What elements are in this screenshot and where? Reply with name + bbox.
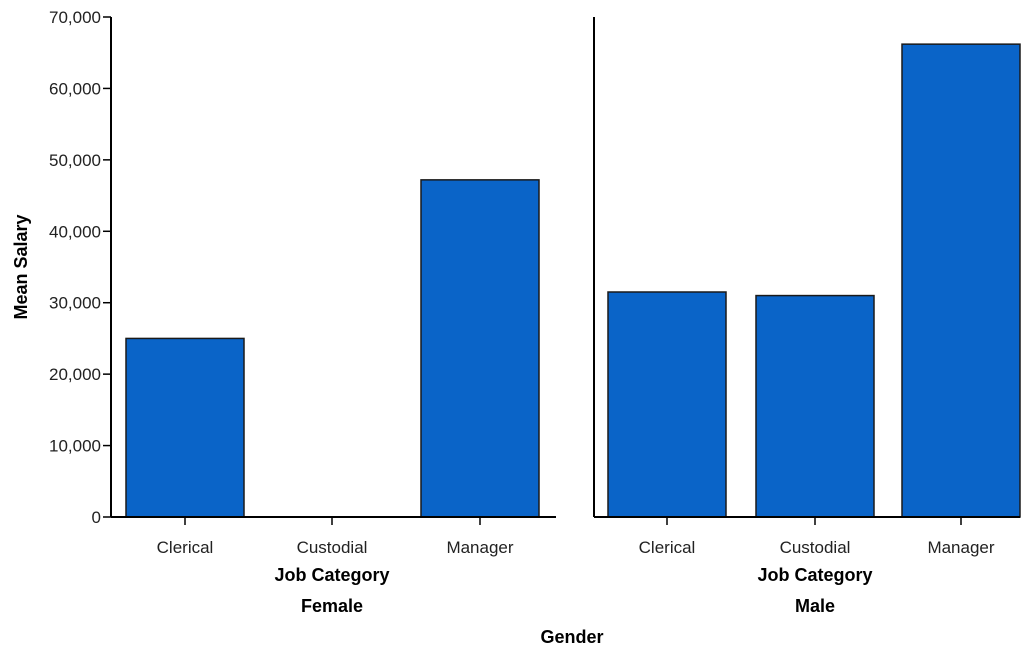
- y-tick-label: 40,000: [49, 222, 101, 241]
- panel-label-female: Female: [301, 596, 363, 616]
- chart-panels: Clerical Custodial Manager Job Category Fema…: [111, 17, 1020, 616]
- bar-male-clerical: [608, 292, 726, 517]
- bar-male-manager: [902, 44, 1020, 517]
- x-tick-label: Clerical: [157, 538, 214, 557]
- bar-female-clerical: [126, 338, 244, 517]
- panel-male: Clerical Custodial Manager Job Category Male: [594, 17, 1020, 616]
- y-axis: 0 10,000 20,000 30,000 40,000 50,000 60,000 70,…: [49, 8, 111, 527]
- panel-label-male: Male: [795, 596, 835, 616]
- bar-male-custodial: [756, 296, 874, 517]
- y-tick-label: 50,000: [49, 151, 101, 170]
- y-tick-label: 60,000: [49, 79, 101, 98]
- y-tick-label: 20,000: [49, 365, 101, 384]
- x-tick-label: Manager: [446, 538, 513, 557]
- bar-female-manager: [421, 180, 539, 517]
- x-tick-label: Custodial: [297, 538, 368, 557]
- y-axis-title: Mean Salary: [11, 214, 31, 319]
- y-tick-label: 0: [92, 508, 101, 527]
- x-tick-label: Clerical: [639, 538, 696, 557]
- y-tick-label: 70,000: [49, 8, 101, 27]
- x-tick-label: Custodial: [780, 538, 851, 557]
- y-tick-label: 10,000: [49, 437, 101, 456]
- panel-female: Clerical Custodial Manager Job Category Fema…: [111, 180, 556, 616]
- job-category-title: Job Category: [274, 565, 389, 585]
- gender-axis-title: Gender: [540, 627, 603, 647]
- job-category-title: Job Category: [757, 565, 872, 585]
- x-tick-label: Manager: [927, 538, 994, 557]
- y-tick-label: 30,000: [49, 294, 101, 313]
